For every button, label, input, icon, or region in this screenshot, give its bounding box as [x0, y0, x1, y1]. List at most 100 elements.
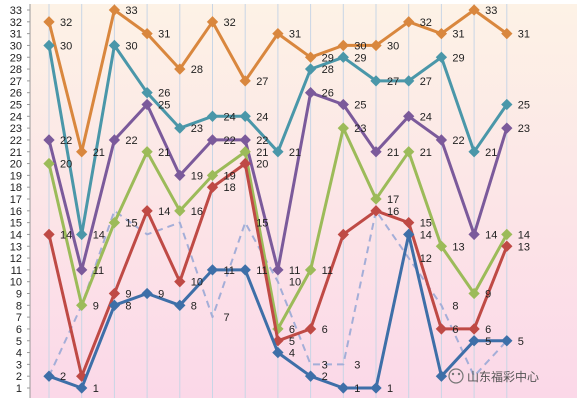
watermark-text: 山东福彩中心	[467, 369, 539, 384]
data-label-red-11: 16	[387, 206, 399, 218]
point-red-11	[370, 205, 382, 217]
data-label-purple-1: 22	[60, 135, 72, 147]
data-label-orange-1: 32	[60, 17, 72, 29]
data-label-teal-10: 29	[354, 52, 366, 64]
data-label-blue-9: 2	[322, 371, 328, 383]
point-blue-6	[206, 264, 219, 276]
y-tick-label: 9	[16, 289, 22, 301]
data-label-red-6: 18	[224, 182, 236, 194]
data-label-dashed-12: 12	[420, 253, 432, 265]
data-label-purple-2: 11	[93, 265, 104, 277]
y-tick-label: 31	[10, 29, 22, 41]
data-label-orange-9: 29	[322, 52, 334, 64]
data-label-orange-8: 31	[289, 29, 301, 41]
data-label-orange-5: 28	[191, 64, 203, 76]
data-label-orange-15: 31	[518, 29, 530, 41]
data-label-purple-10: 25	[354, 100, 366, 112]
y-tick-label: 6	[16, 324, 22, 336]
data-label-red-4: 14	[158, 206, 170, 218]
point-teal-10	[337, 51, 349, 63]
data-label-orange-3: 33	[125, 5, 137, 17]
point-blue-12	[403, 228, 415, 241]
data-label-green-6: 19	[224, 170, 236, 182]
y-tick-label: 18	[10, 182, 22, 194]
data-label-orange-10: 30	[354, 40, 366, 52]
data-label-green-1: 20	[60, 159, 72, 171]
data-label-green-2: 9	[93, 300, 99, 312]
y-tick-label: 3	[16, 359, 22, 371]
point-blue-4	[141, 287, 153, 300]
point-green-15	[501, 228, 513, 241]
data-label-purple-12: 24	[420, 111, 432, 123]
data-label-blue-15: 5	[518, 336, 524, 348]
point-red-10	[337, 228, 349, 241]
y-tick-label: 26	[10, 88, 22, 100]
data-label-dashed-6: 7	[224, 312, 230, 324]
data-label-dashed-9: 3	[322, 359, 328, 371]
point-orange-11	[370, 39, 382, 52]
data-label-blue-8: 4	[289, 348, 295, 360]
point-teal-14	[468, 146, 480, 158]
point-purple-14	[468, 228, 480, 241]
point-purple-7	[239, 134, 251, 146]
y-tick-label: 16	[10, 206, 22, 218]
point-orange-9	[304, 51, 317, 63]
data-label-purple-6: 22	[224, 135, 236, 147]
y-tick-label: 25	[10, 100, 22, 112]
data-label-blue-14: 5	[485, 336, 491, 348]
data-label-teal-13: 29	[452, 52, 464, 64]
data-label-blue-3: 8	[125, 300, 131, 312]
data-label-red-1: 14	[60, 229, 72, 241]
data-label-blue-6: 11	[224, 265, 235, 277]
point-red-1	[43, 228, 55, 241]
y-tick-label: 32	[10, 17, 22, 29]
point-purple-13	[435, 134, 448, 146]
y-tick-label: 19	[10, 170, 22, 182]
watermark: 山东福彩中心	[448, 368, 539, 384]
data-label-blue-4: 9	[158, 289, 164, 301]
data-label-orange-7: 27	[256, 76, 268, 88]
data-label-teal-5: 23	[191, 123, 203, 135]
y-tick-label: 13	[10, 241, 22, 253]
y-tick-label: 7	[16, 312, 22, 324]
data-label-purple-15: 23	[518, 123, 530, 135]
data-label-blue-7: 11	[256, 265, 267, 277]
data-label-orange-12: 32	[420, 17, 432, 29]
data-label-green-5: 16	[191, 206, 203, 218]
data-label-dashed-8: 10	[289, 277, 301, 289]
y-tick-label: 8	[16, 300, 22, 312]
point-teal-1	[43, 39, 55, 52]
series-line-dashed	[48, 209, 508, 378]
data-label-teal-2: 14	[93, 229, 105, 241]
point-blue-1	[43, 370, 55, 382]
point-red-12	[403, 216, 415, 229]
data-label-green-13: 13	[452, 241, 464, 253]
data-label-red-8: 5	[289, 336, 295, 348]
y-tick-label: 14	[10, 229, 22, 241]
point-blue-9	[304, 370, 317, 382]
y-tick-label: 4	[16, 348, 22, 360]
y-tick-label: 22	[10, 135, 22, 147]
point-red-5	[174, 276, 186, 288]
y-tick-label: 2	[16, 371, 22, 383]
data-label-green-15: 14	[518, 229, 530, 241]
data-label-orange-14: 33	[485, 5, 497, 17]
point-blue-13	[435, 370, 448, 382]
point-orange-1	[43, 16, 55, 28]
data-label-green-12: 21	[420, 147, 432, 159]
point-teal-13	[435, 51, 448, 63]
point-green-9	[304, 264, 317, 276]
point-blue-15	[501, 335, 513, 347]
data-label-purple-3: 22	[125, 135, 137, 147]
y-tick-label: 20	[10, 159, 22, 171]
point-green-4	[141, 146, 153, 158]
data-label-teal-9: 28	[322, 64, 334, 76]
data-label-purple-4: 25	[158, 100, 170, 112]
point-purple-1	[43, 134, 55, 146]
data-label-teal-4: 26	[158, 88, 170, 100]
data-label-red-3: 9	[125, 289, 131, 301]
data-label-green-10: 23	[354, 123, 366, 135]
data-label-teal-11: 27	[387, 76, 399, 88]
